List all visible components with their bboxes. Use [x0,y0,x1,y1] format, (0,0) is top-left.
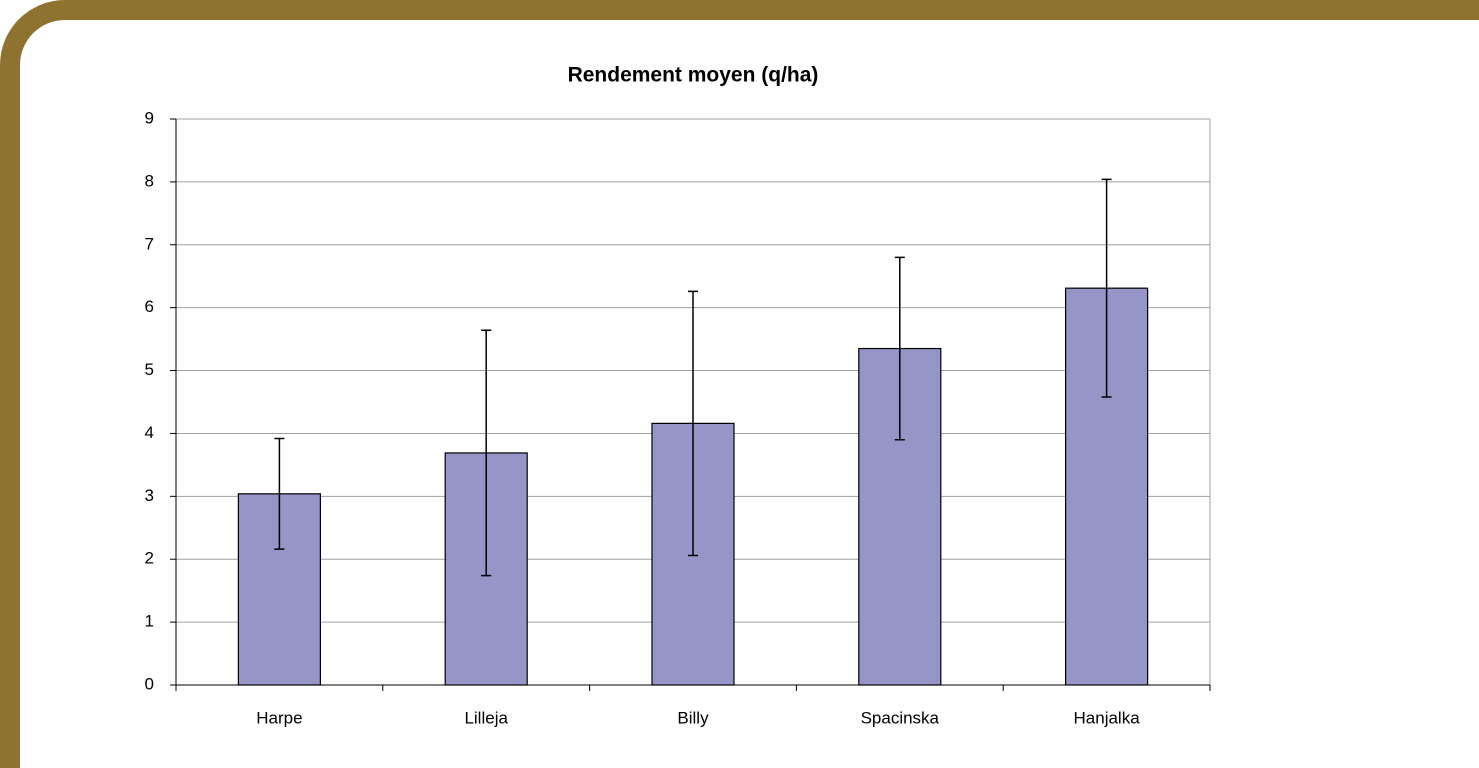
y-tick-label: 8 [145,171,154,190]
x-tick-label: Harpe [256,708,302,727]
y-tick-label: 2 [145,549,154,568]
y-tick-label: 6 [145,297,154,316]
error-bar [274,437,285,550]
y-tick-label: 4 [145,423,154,442]
x-tick-label: Spacinska [861,708,940,727]
y-tick-label: 1 [145,612,154,631]
y-tick-label: 7 [145,234,154,253]
error-bar [894,256,905,441]
y-tick-label: 9 [145,108,154,127]
error-bar [1101,178,1112,398]
x-tick-label: Billy [677,708,709,727]
x-tick-label: Lilleja [464,708,508,727]
y-tick-label: 5 [145,360,154,379]
y-tick-label: 3 [145,486,154,505]
error-bar [688,290,698,557]
chart-title: Rendement moyen (q/ha) [568,64,819,87]
x-tick-label: Hanjalka [1074,708,1141,727]
error-bar [481,329,492,577]
y-tick-label: 0 [145,674,154,693]
